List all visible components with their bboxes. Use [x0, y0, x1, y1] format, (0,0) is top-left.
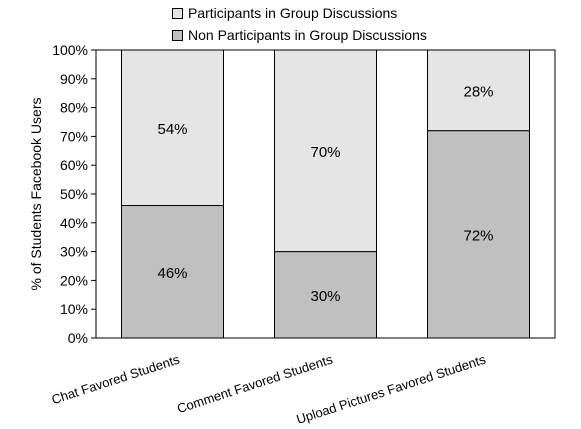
- y-tick-label: 90%: [60, 71, 88, 87]
- y-tick-label: 60%: [60, 157, 88, 173]
- data-label: 54%: [157, 121, 187, 138]
- bar-segment-participants: [274, 49, 377, 253]
- y-tick-label: 10%: [60, 301, 88, 317]
- y-tick-label: 100%: [52, 42, 88, 58]
- legend-item-non-participants: Non Participants in Group Discussions: [172, 24, 427, 46]
- y-tick-label: 30%: [60, 244, 88, 260]
- legend-label-participants: Participants in Group Discussions: [188, 5, 398, 21]
- bar-segment-non-participants: [274, 251, 377, 339]
- legend: Participants in Group Discussions Non Pa…: [172, 2, 427, 46]
- legend-swatch-participants: [172, 7, 183, 19]
- data-label: 70%: [310, 144, 340, 161]
- y-tick-label: 70%: [60, 128, 88, 144]
- y-axis-label: % of Students Facebook Users: [28, 98, 44, 291]
- bar-segment-participants: [427, 49, 530, 132]
- data-label: 28%: [463, 83, 493, 100]
- y-tick-label: 0%: [68, 330, 88, 346]
- legend-item-participants: Participants in Group Discussions: [172, 2, 427, 24]
- legend-swatch-non-participants: [172, 29, 183, 41]
- bar-segment-participants: [121, 49, 224, 207]
- y-tick-label: 20%: [60, 272, 88, 288]
- x-category-label: Chat Favored Students: [50, 351, 182, 407]
- data-label: 46%: [157, 265, 187, 282]
- data-label: 72%: [463, 227, 493, 244]
- data-label: 30%: [310, 288, 340, 305]
- y-tick-label: 50%: [60, 186, 88, 202]
- bar-segment-non-participants: [427, 130, 530, 339]
- y-tick-label: 80%: [60, 100, 88, 116]
- legend-label-non-participants: Non Participants in Group Discussions: [188, 27, 427, 43]
- y-tick-label: 40%: [60, 215, 88, 231]
